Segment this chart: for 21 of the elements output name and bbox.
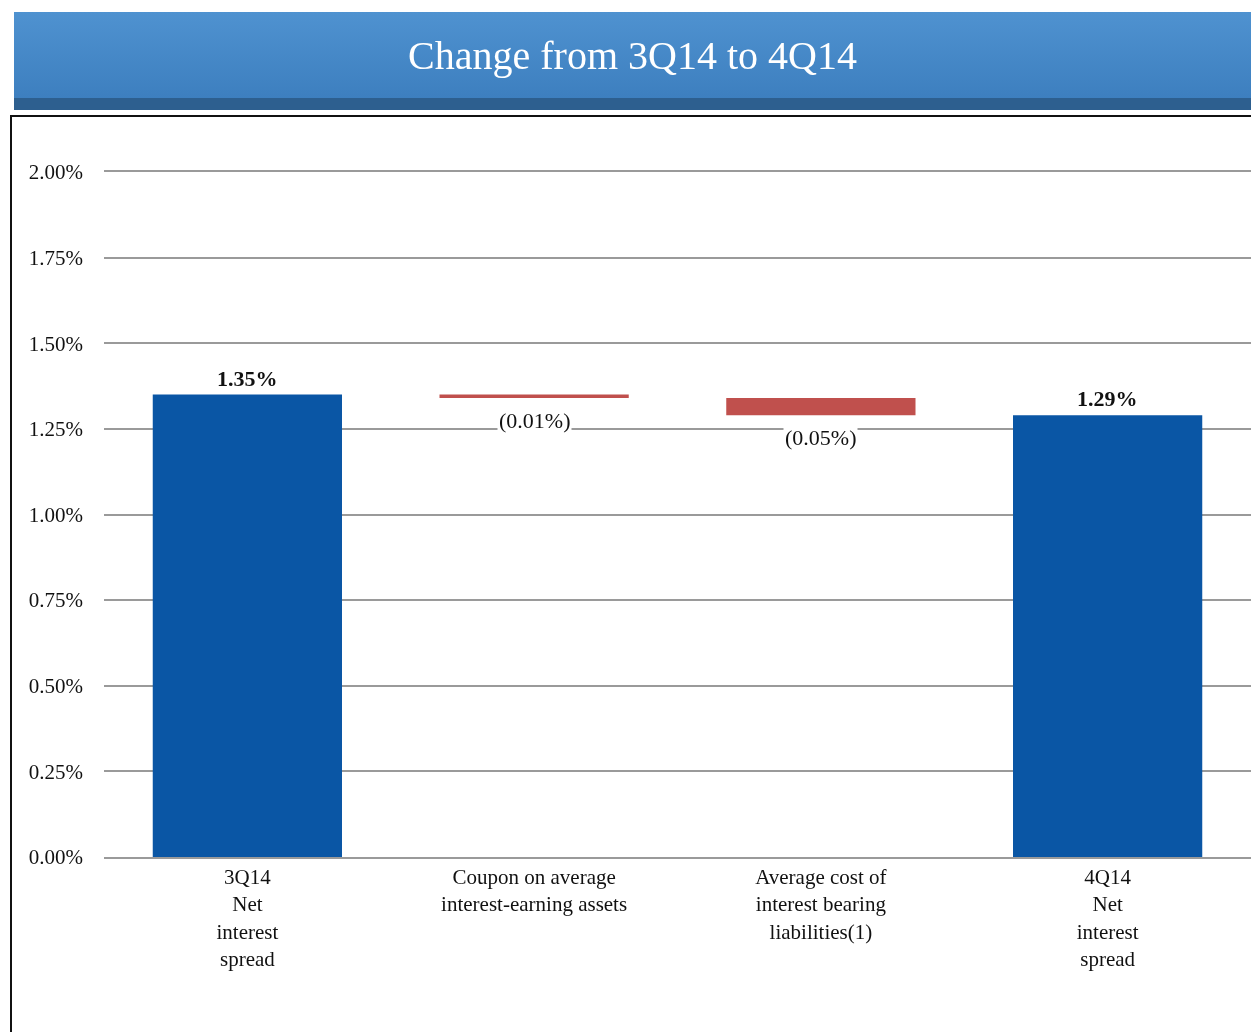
y-tick-label: 0.25% <box>28 759 83 784</box>
chart-title: Change from 3Q14 to 4Q14 <box>14 12 1251 110</box>
y-tick-label: 0.75% <box>28 588 83 613</box>
y-tick-label: 1.50% <box>28 331 83 356</box>
bar <box>152 394 342 857</box>
x-tick-label: 4Q14 Net interest spread <box>1076 864 1139 971</box>
y-tick-label: 2.00% <box>28 160 83 185</box>
x-tick-label: Average cost of interest bearing liabilities(1) <box>755 864 887 944</box>
y-tick-label: 1.25% <box>28 417 83 442</box>
x-tick-label: Coupon on average interest-earning assets <box>441 864 628 917</box>
data-label: 1.35% <box>217 366 278 391</box>
bar <box>726 398 916 416</box>
x-tick-label: 3Q14 Net interest spread <box>216 864 279 971</box>
y-tick-label: 0.50% <box>28 674 83 699</box>
y-tick-label: 0.00% <box>28 845 83 870</box>
data-label: (0.01%) <box>499 408 571 433</box>
bar <box>1013 415 1203 857</box>
y-tick-label: 1.00% <box>28 502 83 527</box>
data-label: 1.29% <box>1077 386 1138 411</box>
y-tick-label: 1.75% <box>28 245 83 270</box>
data-label: (0.05%) <box>785 425 857 450</box>
